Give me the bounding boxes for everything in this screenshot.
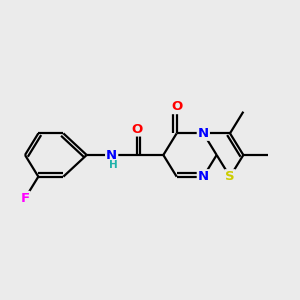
- Text: N: N: [198, 127, 209, 140]
- Text: N: N: [198, 170, 209, 183]
- Text: H: H: [109, 160, 118, 170]
- Text: O: O: [131, 122, 142, 136]
- Text: F: F: [20, 192, 30, 205]
- Text: S: S: [225, 170, 235, 183]
- Text: N: N: [106, 148, 117, 161]
- Text: O: O: [171, 100, 182, 113]
